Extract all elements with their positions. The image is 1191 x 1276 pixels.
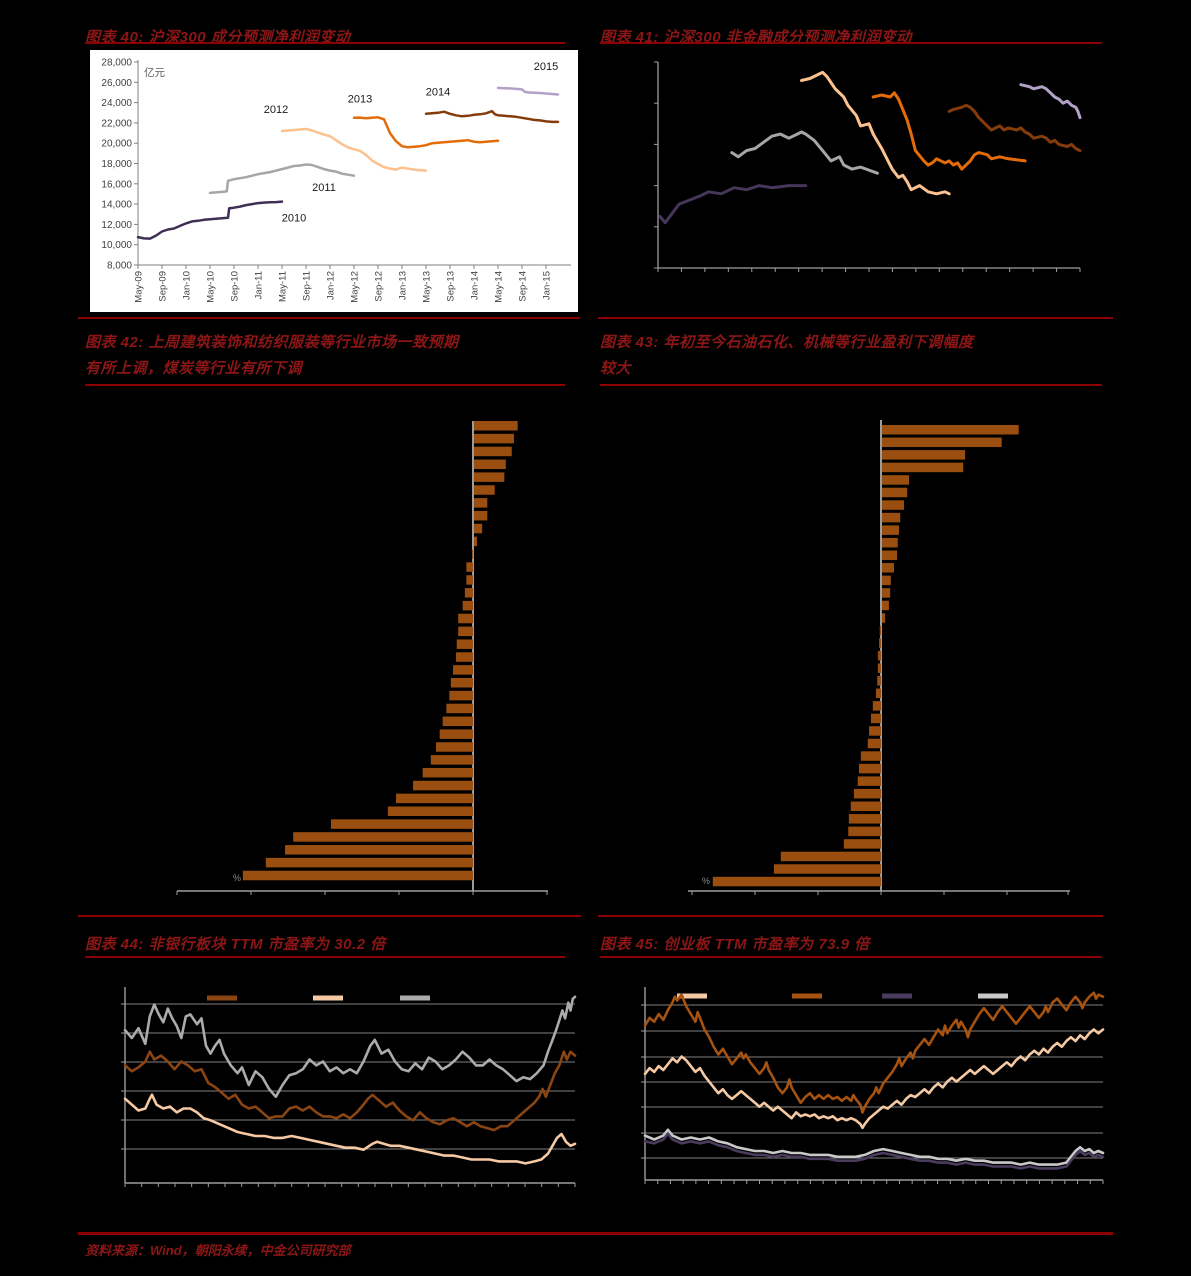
svg-text:26,000: 26,000	[101, 78, 132, 89]
svg-text:Jan-12: Jan-12	[326, 271, 337, 300]
fig40-bottom-rule	[78, 317, 580, 319]
fig43-title-rule	[600, 384, 1102, 386]
svg-text:May-14: May-14	[494, 271, 505, 303]
svg-text:2013: 2013	[348, 94, 372, 106]
fig43-chart: %	[688, 420, 1070, 895]
fig40-title: 图表 40: 沪深300 成分预测净利润变动	[85, 29, 351, 46]
svg-text:10,000: 10,000	[101, 240, 132, 251]
svg-text:2010: 2010	[282, 212, 306, 224]
svg-text:2015: 2015	[534, 61, 558, 73]
svg-text:18,000: 18,000	[101, 159, 132, 170]
svg-text:20,000: 20,000	[101, 139, 132, 150]
svg-text:Sep-14: Sep-14	[518, 271, 529, 302]
fig42-title-line2: 有所上调，煤炭等行业有所下调	[85, 360, 303, 377]
svg-text:Jan-13: Jan-13	[398, 271, 409, 300]
svg-text:Sep-11: Sep-11	[302, 271, 313, 301]
fig41-bottom-rule	[598, 317, 1113, 319]
svg-text:%: %	[233, 873, 241, 883]
fig40-chart: 28,000 26,000 24,000 22,000 20,000 18,000 16,0…	[90, 50, 578, 312]
fig44-title-rule	[85, 956, 565, 958]
svg-text:May-09: May-09	[134, 271, 145, 303]
svg-text:May-13: May-13	[422, 271, 433, 303]
svg-text:12,000: 12,000	[101, 220, 132, 231]
svg-text:Jan-14: Jan-14	[470, 271, 481, 300]
svg-text:24,000: 24,000	[101, 98, 132, 109]
fig42-title-line1: 图表 42: 上周建筑装饰和纺织服装等行业市场一致预期	[85, 334, 459, 351]
fig41-title: 图表 41: 沪深300 非金融成分预测净利润变动	[600, 29, 912, 46]
fig43-title-line1: 图表 43: 年初至今石油石化、机械等行业盈利下调幅度	[600, 334, 974, 351]
svg-text:亿元: 亿元	[144, 66, 165, 79]
fig45-title-rule	[600, 956, 1102, 958]
svg-text:Sep-10: Sep-10	[230, 271, 241, 302]
svg-text:2012: 2012	[264, 104, 288, 116]
fig43-bottom-rule	[598, 915, 1103, 917]
svg-text:Jan-11: Jan-11	[254, 271, 265, 299]
svg-text:Sep-12: Sep-12	[374, 271, 385, 302]
svg-text:Jan-10: Jan-10	[182, 271, 193, 300]
fig45-title: 图表 45: 创业板 TTM 市盈率为 73.9 倍	[600, 936, 870, 953]
svg-text:Sep-09: Sep-09	[158, 271, 169, 302]
fig41-title-rule	[600, 42, 1102, 44]
svg-text:May-11: May-11	[278, 271, 289, 302]
svg-text:22,000: 22,000	[101, 118, 132, 129]
svg-text:2011: 2011	[312, 182, 336, 194]
fig44-title: 图表 44: 非银行板块 TTM 市盈率为 30.2 倍	[85, 936, 386, 953]
svg-text:Jan-15: Jan-15	[542, 271, 553, 300]
svg-text:2014: 2014	[426, 86, 450, 98]
svg-text:14,000: 14,000	[101, 200, 132, 211]
fig42-chart: %	[176, 421, 548, 895]
fig42-title-rule	[85, 384, 565, 386]
svg-text:May-12: May-12	[350, 271, 361, 303]
fig43-title-line2: 较大	[600, 360, 632, 377]
fig41-chart	[654, 61, 1082, 272]
footer-source: 资料来源：Wind，朝阳永续，中金公司研究部	[85, 1243, 351, 1258]
svg-text:%: %	[702, 876, 710, 886]
fig45-chart	[641, 987, 1105, 1184]
svg-text:28,000: 28,000	[101, 58, 132, 69]
svg-text:16,000: 16,000	[101, 179, 132, 190]
svg-text:Sep-13: Sep-13	[446, 271, 457, 302]
svg-text:May-10: May-10	[206, 271, 217, 303]
svg-text:8,000: 8,000	[107, 261, 132, 272]
fig44-chart	[121, 987, 577, 1187]
fig42-bottom-rule	[78, 915, 581, 917]
footer-rule	[78, 1232, 1113, 1235]
fig40-title-rule	[85, 42, 565, 44]
